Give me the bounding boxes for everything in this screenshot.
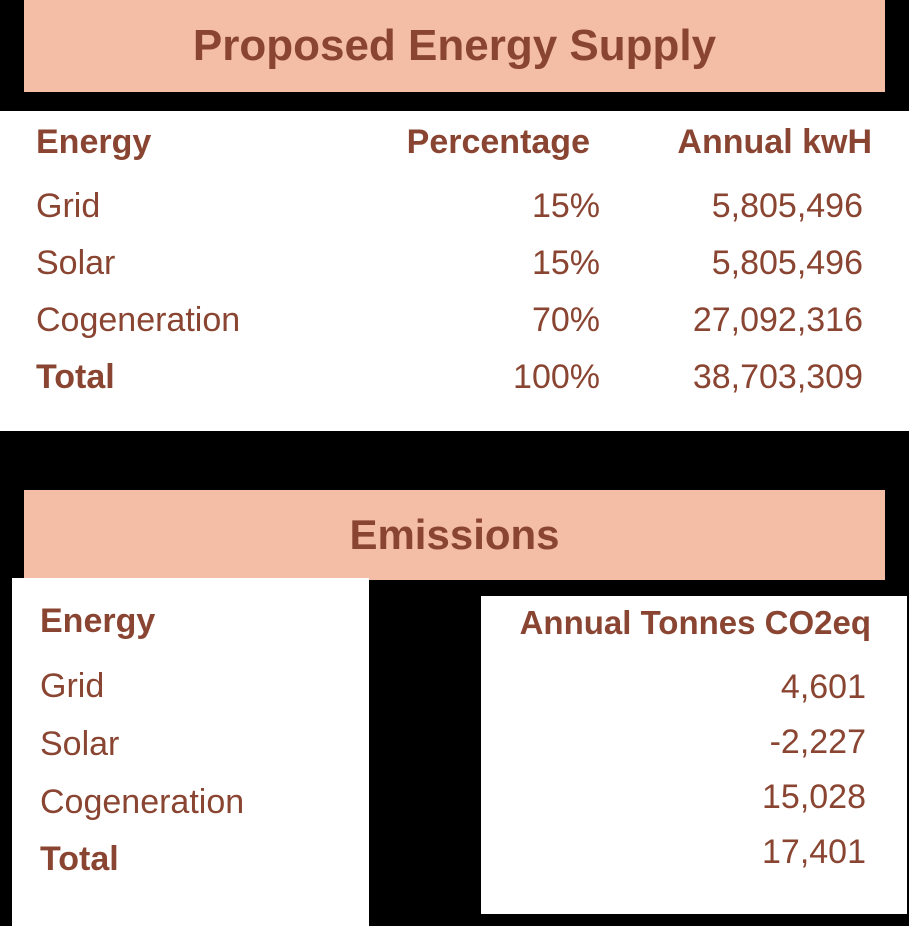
emissions-header-energy: Energy [40, 602, 156, 640]
emissions-row-energy: Solar [40, 725, 120, 763]
emissions-row-energy: Cogeneration [40, 783, 245, 821]
supply-header-energy: Energy [36, 123, 152, 161]
supply-total-annual: 38,703,309 [692, 358, 863, 396]
supply-title-banner: Proposed Energy Supply [24, 0, 885, 92]
supply-row-percentage: 15% [531, 244, 600, 282]
supply-header-annual: Annual kwH [677, 123, 872, 161]
supply-row-annual: 5,805,496 [711, 187, 863, 225]
emissions-title: Emissions [349, 511, 560, 558]
emissions-row-annual: 15,028 [762, 778, 866, 816]
emissions-row-annual: 4,601 [780, 668, 866, 706]
supply-row-annual: 27,092,316 [692, 301, 863, 339]
supply-row-percentage: 15% [531, 187, 600, 225]
supply-row-annual: 5,805,496 [711, 244, 863, 282]
emissions-total-label: Total [40, 840, 119, 878]
supply-total-percentage: 100% [513, 358, 600, 396]
emissions-total-annual: 17,401 [762, 833, 866, 871]
supply-row-energy: Grid [36, 187, 101, 225]
emissions-title-banner: Emissions [24, 490, 885, 580]
supply-row-energy: Solar [36, 244, 116, 282]
emissions-header-annual: Annual Tonnes CO2eq [519, 604, 871, 641]
supply-table: Energy Percentage Annual kwH Grid 15% 5,… [0, 111, 909, 431]
supply-total-label: Total [36, 358, 115, 396]
emissions-row-annual: -2,227 [769, 723, 866, 761]
supply-row-energy: Cogeneration [36, 301, 241, 339]
emissions-row-energy: Grid [40, 667, 105, 705]
supply-row-percentage: 70% [531, 301, 600, 339]
supply-header-percentage: Percentage [406, 123, 590, 161]
emissions-annual-column: Annual Tonnes CO2eq 4,601 -2,227 15,028 … [481, 596, 907, 914]
supply-title: Proposed Energy Supply [192, 21, 717, 70]
emissions-energy-column: Energy Grid Solar Cogeneration Total [12, 578, 369, 926]
